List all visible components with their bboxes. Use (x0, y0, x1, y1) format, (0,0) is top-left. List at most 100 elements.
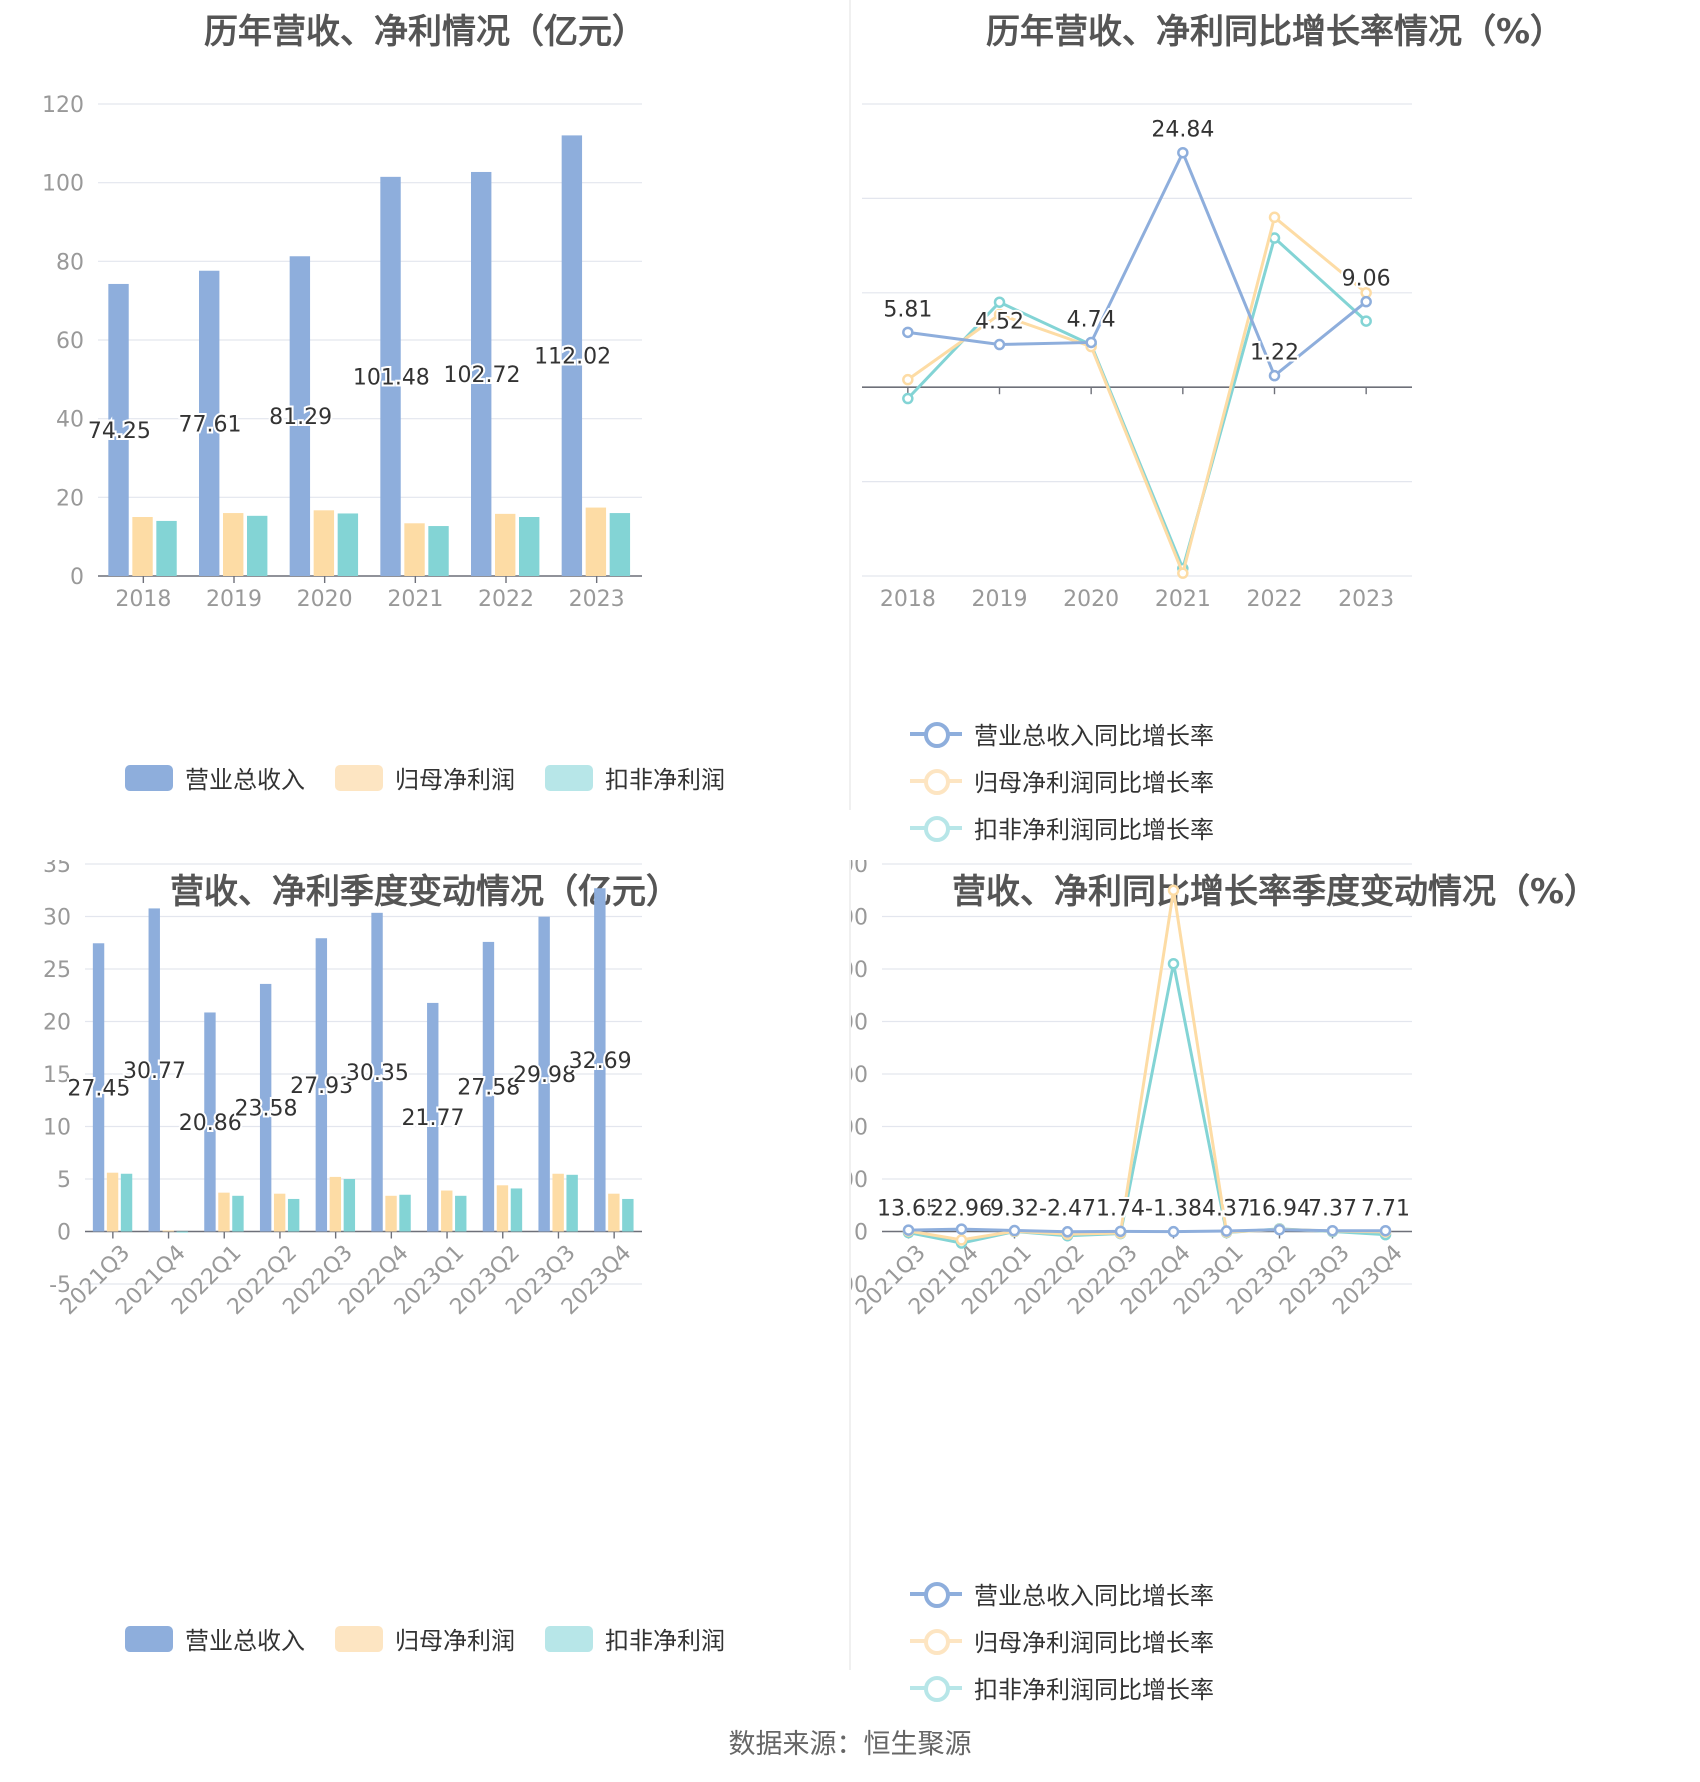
bar (223, 513, 244, 576)
chart-legend: 营业总收入同比增长率归母净利润同比增长率扣非净利润同比增长率 (910, 1576, 1490, 1705)
data-point (1379, 1224, 1392, 1237)
legend-item[interactable]: 归母净利润同比增长率 (910, 763, 1214, 798)
legend-item[interactable]: 营业总收入同比增长率 (910, 716, 1214, 751)
data-label: 4.74 (1067, 307, 1116, 332)
data-label: 5.81 (883, 297, 932, 322)
legend-label: 归母净利润 (395, 766, 515, 794)
legend-item[interactable]: 扣非净利润 (545, 760, 725, 795)
y-tick-label: 60 (56, 329, 84, 354)
bar (120, 1173, 133, 1232)
y-tick-label: 5 (57, 1168, 71, 1193)
bar (232, 1195, 244, 1232)
bar (247, 515, 268, 576)
bar (162, 1230, 174, 1232)
bar (622, 1198, 634, 1232)
chart-canvas: -20-1001020302018201920202021202220235.8… (862, 103, 1412, 612)
data-label: 9.06 (1342, 267, 1391, 292)
legend-item[interactable]: 归母净利润 (335, 1621, 515, 1656)
y-tick-label: 3,500 (850, 860, 868, 878)
bar (380, 176, 401, 576)
data-label: 13.65 (877, 1197, 940, 1222)
data-point (955, 1223, 968, 1235)
legend-item[interactable]: 营业总收入 (125, 760, 305, 795)
y-tick-label: 30 (43, 906, 71, 931)
annual-revenue-profit-chart: 历年营收、净利情况（亿元） 0 20 40 60 80 100 120 2018 2019 202… (0, 0, 850, 860)
legend-item[interactable]: 扣非净利润 (545, 1621, 725, 1656)
y-tick-label: 2,000 (850, 1011, 868, 1036)
bar (176, 1231, 188, 1233)
bar (371, 912, 383, 1232)
legend-swatch (335, 764, 383, 791)
bar (609, 513, 631, 576)
y-tick-label: -5 (49, 1273, 71, 1298)
chart-canvas: 0 20 40 60 80 100 120 2018 2019 2020 2021 2022 2023 7… (42, 93, 642, 612)
legend-item[interactable]: 扣非净利润同比增长率 (910, 1670, 1214, 1705)
x-tick-label: 2022 (1247, 587, 1303, 612)
data-point (1268, 211, 1281, 224)
chart-canvas: -5051015202530352021Q32021Q42022Q12022Q2… (43, 860, 642, 1320)
data-label: 24.84 (1151, 118, 1214, 143)
bar (585, 507, 607, 576)
data-point (1220, 1225, 1233, 1237)
bar (495, 513, 516, 576)
legend-swatch (910, 814, 962, 842)
bar (337, 513, 359, 576)
x-tick-label: 2018 (115, 587, 171, 612)
quarterly-growth-chart: 营收、净利同比增长率季度变动情况（%） -500 0 500 1,000 1,500 2,… (850, 860, 1700, 1720)
bar (156, 520, 177, 576)
data-label: 21.77 (402, 1106, 465, 1131)
bar (399, 1194, 411, 1232)
legend-swatch (125, 764, 173, 791)
y-tick-label: 20 (43, 1011, 71, 1036)
data-label: 4.52 (975, 310, 1024, 335)
data-label: 101.48 (353, 365, 430, 390)
x-tick-label: 2023 (569, 587, 625, 612)
bar (441, 1190, 453, 1232)
y-tick-label: 0 (70, 565, 84, 590)
y-tick-label: 35 (43, 860, 71, 878)
y-tick-label: 15 (43, 1063, 71, 1088)
quarterly-revenue-profit-chart: 营收、净利季度变动情况（亿元） -5 0 5 10 15 20 25 30 35 2021Q3 20… (0, 860, 850, 1720)
legend-label: 扣非净利润同比增长率 (974, 1676, 1214, 1704)
data-point (1268, 369, 1281, 382)
data-point (1085, 336, 1097, 349)
bar (108, 283, 129, 576)
legend-swatch (910, 767, 962, 795)
legend-item[interactable]: 归母净利润 (335, 760, 515, 795)
bar (538, 916, 550, 1232)
legend-item[interactable]: 营业总收入同比增长率 (910, 1576, 1214, 1611)
legend-item[interactable]: 归母净利润同比增长率 (910, 1623, 1214, 1658)
data-point (993, 308, 1006, 321)
legend-label: 营业总收入同比增长率 (974, 722, 1214, 750)
legend-item[interactable]: 营业总收入 (125, 1621, 305, 1656)
bar (204, 1012, 216, 1232)
data-point (902, 1224, 915, 1236)
bar (329, 1176, 342, 1232)
x-tick-label: 2018 (880, 587, 936, 612)
legend-swatch-dot (924, 815, 950, 842)
bar (287, 1198, 300, 1232)
data-label: 27.45 (67, 1076, 130, 1101)
bar (510, 1188, 523, 1232)
series-line (908, 890, 1386, 1242)
series-line (908, 1227, 1386, 1234)
data-label: 112.02 (534, 345, 611, 370)
bar (273, 1193, 286, 1232)
bar (552, 1173, 564, 1232)
y-tick-label: 40 (56, 408, 84, 433)
data-point (993, 338, 1006, 351)
legend-swatch-dot (924, 1628, 950, 1655)
x-tick-label: 2019 (972, 587, 1028, 612)
data-label: 30.77 (123, 1059, 186, 1084)
y-tick-label: 25 (43, 958, 71, 983)
bar (385, 1195, 397, 1232)
legend-item[interactable]: 扣非净利润同比增长率 (910, 810, 1214, 845)
bar (148, 908, 160, 1232)
bar (608, 1193, 620, 1232)
annual-growth-chart: 历年营收、净利同比增长率情况（%） -20-100102030201820192… (850, 0, 1700, 860)
y-tick-label: 1,000 (850, 1116, 868, 1141)
legend-label: 归母净利润 (395, 1627, 515, 1655)
bar (199, 270, 220, 576)
legend-label: 营业总收入同比增长率 (974, 1582, 1214, 1610)
data-label: 81.29 (269, 405, 332, 430)
